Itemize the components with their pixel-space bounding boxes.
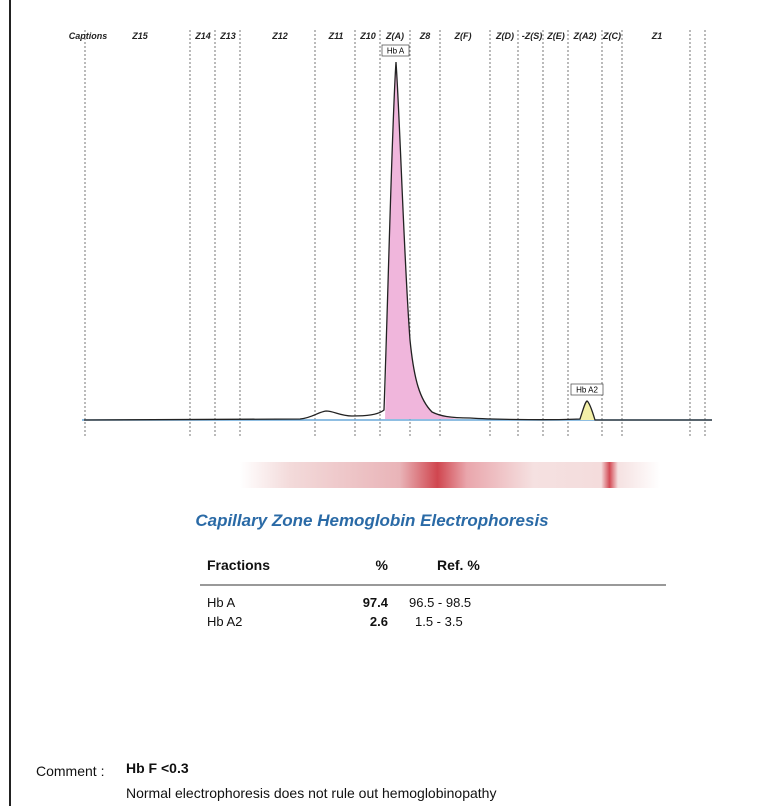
page: Captions Z15 Z14 Z13 Z12 Z11 Z10 Z(A) Z8 Z(F) Z(D)… — [0, 0, 764, 806]
zone-caption: Z(C) — [602, 31, 621, 41]
zone-caption: Z11 — [328, 31, 344, 41]
table-cell: Hb A — [207, 595, 236, 610]
zone-caption: Captions — [69, 31, 108, 41]
gel-band — [240, 462, 660, 488]
zone-caption: Z(D) — [495, 31, 514, 41]
table-cell: 2.6 — [370, 614, 388, 629]
zone-caption: Z12 — [271, 31, 288, 41]
table-header: % — [376, 557, 389, 573]
zone-caption: Z10 — [359, 31, 376, 41]
zone-caption: Z1 — [651, 31, 663, 41]
zone-caption: Z13 — [219, 31, 236, 41]
zone-caption: Z8 — [419, 31, 431, 41]
zone-caption: Z14 — [194, 31, 211, 41]
table-cell: 97.4 — [363, 595, 389, 610]
title: Capillary Zone Hemoglobin Electrophoresi… — [195, 511, 548, 530]
table-header: Ref. % — [437, 557, 480, 573]
hba-fill — [385, 62, 460, 420]
table-cell: Hb A2 — [207, 614, 242, 629]
zone-caption: Z(F) — [454, 31, 472, 41]
comment-label: Comment : — [36, 763, 104, 779]
table-cell: 96.5 - 98.5 — [409, 595, 471, 610]
zone-caption: Z15 — [131, 31, 149, 41]
zone-caption: Z(A2) — [573, 31, 597, 41]
zone-caption: Z(E) — [546, 31, 565, 41]
comment-note: Normal electrophoresis does not rule out… — [126, 785, 496, 801]
zone-caption: Z(A) — [385, 31, 404, 41]
table-cell: 1.5 - 3.5 — [415, 614, 463, 629]
zone-caption: -Z(S) — [522, 31, 543, 41]
peak-label: Hb A2 — [576, 386, 598, 395]
table-header: Fractions — [207, 557, 270, 573]
peak-label: Hb A — [387, 47, 405, 56]
comment-value: Hb F <0.3 — [126, 760, 189, 776]
